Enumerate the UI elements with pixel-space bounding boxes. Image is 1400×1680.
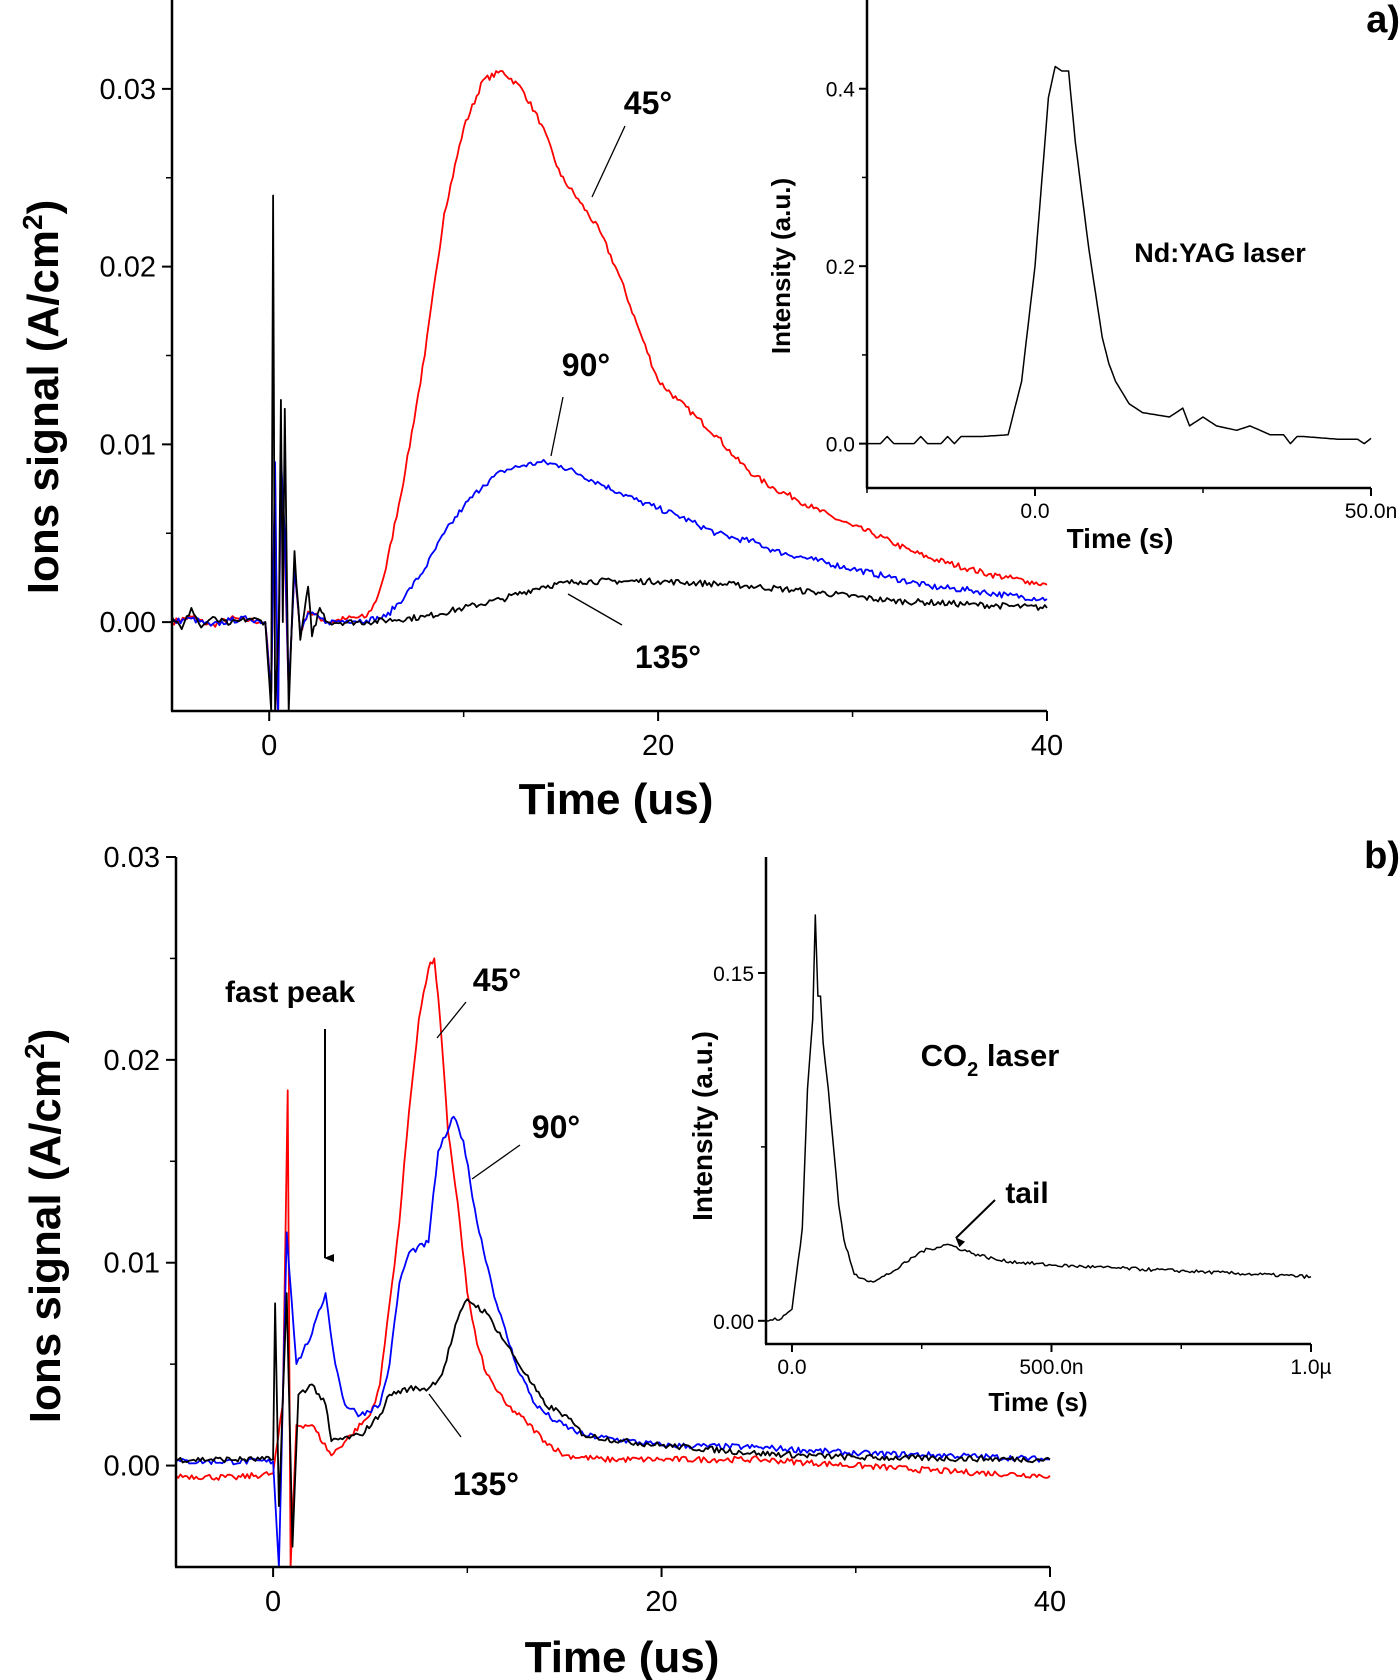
annotation-tail: tail xyxy=(1005,1177,1048,1210)
title-end: laser xyxy=(978,1038,1059,1073)
panel-b-y-axis-label: Ions signal (A/cm2) xyxy=(19,1029,70,1424)
inset-a-x-axis-label: Time (s) xyxy=(1067,523,1174,554)
x-tick-label: 1.0µ xyxy=(1290,1356,1331,1379)
title-subscript: 2 xyxy=(967,1059,978,1081)
y-label-text: Ions signal (A/cm xyxy=(19,230,68,594)
x-tick-label: 0 xyxy=(261,730,277,762)
y-tick-label: 0.01 xyxy=(104,1248,160,1280)
series-group xyxy=(172,70,1048,712)
series-line-45deg xyxy=(176,957,1051,1568)
y-tick-label: 0.4 xyxy=(826,79,856,102)
series-line-intensity xyxy=(766,914,1312,1322)
leader-line-90deg-a xyxy=(550,396,564,457)
y-tick-label: 0.00 xyxy=(104,1451,160,1483)
annotation-fast-peak: fast peak xyxy=(225,976,355,1009)
x-tick-label: 40 xyxy=(1034,1586,1066,1618)
series-group xyxy=(176,957,1051,1568)
y-tick-label: 0.03 xyxy=(104,842,160,874)
x-tick-label: 0.0 xyxy=(1020,500,1049,523)
annotation-90deg-b: 90° xyxy=(532,1109,580,1145)
y-tick-label: 0.03 xyxy=(100,74,156,106)
annotation-45deg-a: 45° xyxy=(624,85,672,121)
x-tick-label: 20 xyxy=(642,730,674,762)
leader-line-45deg-b xyxy=(436,1001,467,1039)
title-text: CO xyxy=(921,1038,968,1073)
series-group xyxy=(766,914,1312,1322)
series-line-90deg xyxy=(172,452,1048,712)
panel-label-b: b) xyxy=(1364,835,1400,877)
y-tick-label: 0.0 xyxy=(826,434,855,457)
leader-line-135deg-b xyxy=(428,1393,462,1438)
y-tick-label: 0.2 xyxy=(826,256,855,279)
series-line-intensity xyxy=(867,65,1372,445)
panel-a-x-axis-label: Time (us) xyxy=(519,775,714,824)
y-tick-label: 0.15 xyxy=(713,963,754,986)
y-tick-label: 0.02 xyxy=(100,252,156,284)
x-tick-label: 40 xyxy=(1031,730,1063,762)
annotation-135deg-a: 135° xyxy=(635,639,701,675)
x-tick-label: 0 xyxy=(265,1586,281,1618)
y-tick-label: 0.00 xyxy=(713,1311,754,1334)
panel-a-y-axis-label: Ions signal (A/cm2) xyxy=(17,200,68,595)
panel-label-a: a) xyxy=(1366,0,1400,41)
series-line-135deg xyxy=(172,194,1048,712)
chart-0: 0 20 40 0.00 0.01 0.02 0.03 xyxy=(100,0,1063,762)
series-line-45deg xyxy=(172,70,1048,712)
y-tick-label: 0.01 xyxy=(100,429,156,461)
leader-line-90deg-b xyxy=(471,1144,521,1180)
inset-b-x-axis-label: Time (s) xyxy=(988,1387,1087,1417)
x-tick-label: 500.0n xyxy=(1019,1356,1083,1379)
panel-b-x-axis-label: Time (us) xyxy=(525,1633,720,1680)
series-line-135deg xyxy=(176,1292,1051,1548)
inset-a-y-axis-label: Intensity (a.u.) xyxy=(766,178,796,354)
series-line-90deg xyxy=(176,1115,1051,1568)
chart-2: 0 20 400.000.010.020.03 xyxy=(104,842,1067,1618)
leader-line-45deg-a xyxy=(591,125,626,198)
y-label-superscript: 2 xyxy=(19,1043,50,1059)
series-group xyxy=(867,65,1372,445)
inset-b-y-axis-label: Intensity (a.u.) xyxy=(687,1031,718,1221)
tail-arrow xyxy=(955,1199,996,1248)
inset-b-title: CO2 laser xyxy=(921,1038,1060,1081)
annotation-135deg-b: 135° xyxy=(453,1466,519,1502)
y-label-end: ) xyxy=(19,200,68,215)
inset-a-title: Nd:YAG laser xyxy=(1134,238,1306,268)
annotation-90deg-a: 90° xyxy=(562,347,610,383)
y-tick-label: 0.02 xyxy=(104,1045,160,1077)
x-tick-label: 20 xyxy=(645,1586,677,1618)
x-tick-label: 0.0 xyxy=(777,1356,806,1379)
leader-line-135deg-a xyxy=(567,593,623,626)
x-tick-label: 50.0n xyxy=(1345,500,1398,523)
y-label-text: Ions signal (A/cm xyxy=(21,1059,70,1423)
y-label-superscript: 2 xyxy=(17,214,48,230)
chart-1: 0.0 50.0n 0.0 0.2 0.4 xyxy=(826,0,1397,523)
annotation-45deg-b: 45° xyxy=(473,962,521,998)
chart-3: 0.0 500.0n 1.0µ 0.00 0.15 xyxy=(713,857,1332,1379)
y-tick-label: 0.00 xyxy=(100,607,156,639)
y-label-end: ) xyxy=(21,1029,70,1044)
